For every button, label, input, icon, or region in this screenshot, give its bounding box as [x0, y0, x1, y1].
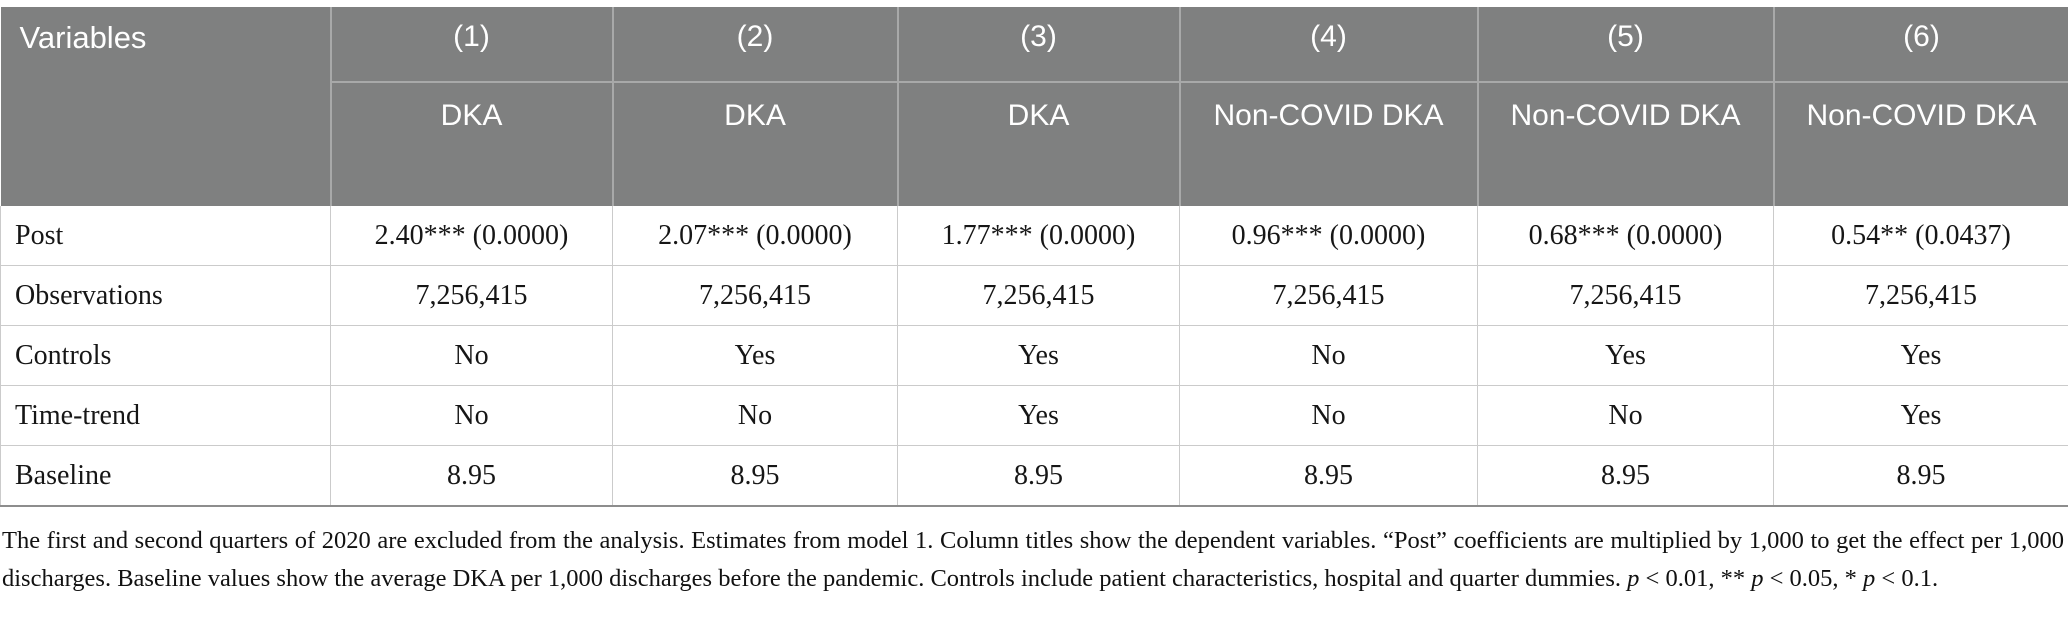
- table-cell: 7,256,415: [613, 266, 898, 326]
- table-cell: No: [1478, 386, 1774, 446]
- footnote-segment: < 0.05, *: [1763, 565, 1863, 592]
- header-depvar-1: DKA: [331, 82, 613, 206]
- header-model-3: (3): [898, 7, 1180, 82]
- row-label: Post: [1, 206, 331, 266]
- footnote-italic-segment: p: [1627, 565, 1639, 592]
- table-cell: Yes: [898, 386, 1180, 446]
- table-cell: No: [613, 386, 898, 446]
- header-model-6: (6): [1774, 7, 2068, 82]
- row-label: Observations: [1, 266, 331, 326]
- header-model-4: (4): [1180, 7, 1478, 82]
- table-cell: 8.95: [1180, 446, 1478, 507]
- table-cell: 7,256,415: [1180, 266, 1478, 326]
- table-cell: Yes: [898, 326, 1180, 386]
- table-cell: 7,256,415: [1774, 266, 2068, 326]
- header-model-5: (5): [1478, 7, 1774, 82]
- row-label: Baseline: [1, 446, 331, 507]
- header-variables: Variables: [1, 7, 331, 206]
- table-cell: Yes: [613, 326, 898, 386]
- header-row-model-numbers: Variables (1) (2) (3) (4) (5) (6): [1, 7, 2068, 82]
- table-cell: 0.96*** (0.0000): [1180, 206, 1478, 266]
- table-cell: 0.54** (0.0437): [1774, 206, 2068, 266]
- table-cell: No: [331, 386, 613, 446]
- header-depvar-6: Non-COVID DKA: [1774, 82, 2068, 206]
- row-label: Controls: [1, 326, 331, 386]
- table-cell: Yes: [1774, 386, 2068, 446]
- table-cell: 8.95: [1774, 446, 2068, 507]
- table-cell: 8.95: [1478, 446, 1774, 507]
- table-cell: 0.68*** (0.0000): [1478, 206, 1774, 266]
- table-cell: No: [1180, 326, 1478, 386]
- header-model-2: (2): [613, 7, 898, 82]
- regression-results-table: Variables (1) (2) (3) (4) (5) (6) DKA DK…: [0, 7, 2068, 507]
- table-cell: 8.95: [898, 446, 1180, 507]
- table-cell: No: [1180, 386, 1478, 446]
- table-body: Post 2.40*** (0.0000)2.07*** (0.0000)1.7…: [1, 206, 2068, 506]
- table-cell: Yes: [1478, 326, 1774, 386]
- header-depvar-2: DKA: [613, 82, 898, 206]
- regression-table-container: Variables (1) (2) (3) (4) (5) (6) DKA DK…: [0, 7, 2068, 507]
- footnote-italic-segment: p: [1863, 565, 1875, 592]
- table-cell: 2.40*** (0.0000): [331, 206, 613, 266]
- footnote-italic-segment: p: [1751, 565, 1763, 592]
- table-cell: 2.07*** (0.0000): [613, 206, 898, 266]
- header-depvar-5: Non-COVID DKA: [1478, 82, 1774, 206]
- table-row: Post 2.40*** (0.0000)2.07*** (0.0000)1.7…: [1, 206, 2068, 266]
- table-cell: 1.77*** (0.0000): [898, 206, 1180, 266]
- table-header: Variables (1) (2) (3) (4) (5) (6) DKA DK…: [1, 7, 2068, 206]
- table-cell: 7,256,415: [331, 266, 613, 326]
- row-label: Time-trend: [1, 386, 331, 446]
- footnote-segment: < 0.01, **: [1639, 565, 1751, 592]
- header-depvar-4: Non-COVID DKA: [1180, 82, 1478, 206]
- header-model-1: (1): [331, 7, 613, 82]
- header-variables-label: Variables: [20, 20, 147, 55]
- table-cell: 8.95: [613, 446, 898, 507]
- footnote-segment: < 0.1.: [1875, 565, 1938, 592]
- table-cell: 8.95: [331, 446, 613, 507]
- table-cell: No: [331, 326, 613, 386]
- header-depvar-3: DKA: [898, 82, 1180, 206]
- footnote: The first and second quarters of 2020 ar…: [0, 522, 2066, 598]
- table-cell: Yes: [1774, 326, 2068, 386]
- table-cell: 7,256,415: [898, 266, 1180, 326]
- table-cell: 7,256,415: [1478, 266, 1774, 326]
